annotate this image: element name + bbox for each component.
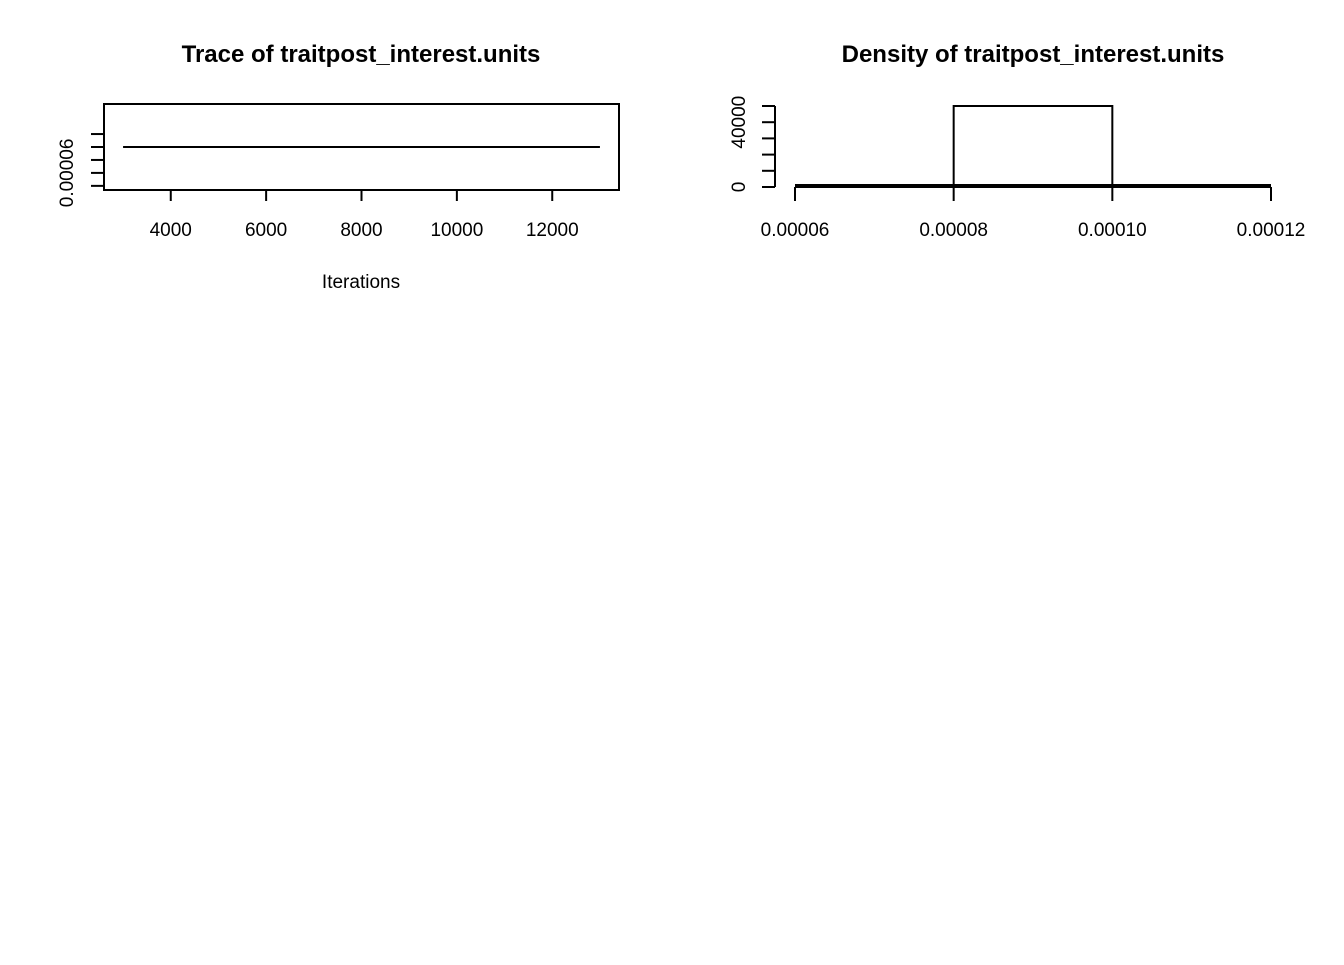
trace-y-axis: 0.00006 <box>57 133 105 208</box>
density-x-tick-label: 0.00008 <box>919 220 988 241</box>
trace-x-tick-label: 10000 <box>430 220 483 241</box>
density-histogram <box>952 105 1114 187</box>
density-x-tick-label: 0.00006 <box>761 220 830 241</box>
trace-x-tick-label: 8000 <box>340 220 382 241</box>
trace-x-axis-label: Iterations <box>322 272 400 293</box>
density-title: Density of traitpost_interest.units <box>842 41 1225 68</box>
density-x-tick-label: 0.00012 <box>1237 220 1306 241</box>
trace-x-axis: 4000 6000 8000 10000 12000 <box>150 189 579 241</box>
trace-panel: Trace of traitpost_interest.units 4000 60… <box>57 41 620 293</box>
density-y-tick-label: 40000 <box>729 96 750 149</box>
trace-x-tick-label: 12000 <box>526 220 579 241</box>
trace-y-tick-label: 0.00006 <box>57 139 78 208</box>
density-x-axis: 0.00006 0.00008 0.00010 0.00012 <box>761 186 1306 241</box>
density-x-tick-label: 0.00010 <box>1078 220 1147 241</box>
density-panel: Density of traitpost_interest.units 0.00… <box>729 41 1305 241</box>
trace-x-tick-label: 6000 <box>245 220 287 241</box>
trace-title: Trace of traitpost_interest.units <box>182 41 541 68</box>
density-y-tick-label: 0 <box>729 182 750 193</box>
histogram-bar <box>952 105 1114 187</box>
density-y-axis: 0 40000 <box>729 96 776 193</box>
trace-x-tick-label: 4000 <box>150 220 192 241</box>
